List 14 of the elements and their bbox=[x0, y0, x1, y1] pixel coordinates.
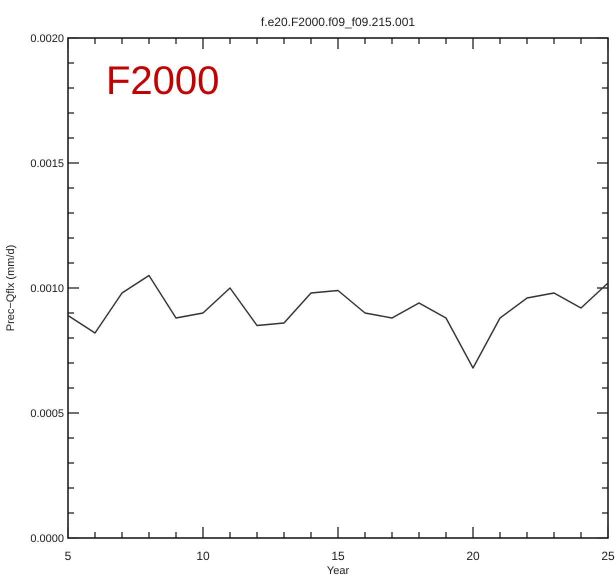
y-axis-title: Prec−Qflx (mm/d) bbox=[5, 244, 17, 332]
x-tick-label: 15 bbox=[331, 549, 345, 563]
x-tick-label: 5 bbox=[64, 549, 72, 563]
y-tick-label: 0.0015 bbox=[30, 158, 64, 170]
y-tick-label: 0.0005 bbox=[30, 408, 64, 420]
x-axis-title: Year bbox=[326, 565, 350, 575]
chart-title: f.e20.F2000.f09_f09.215.001 bbox=[260, 15, 416, 29]
y-tick-label: 0.0020 bbox=[30, 33, 64, 45]
x-tick-label: 20 bbox=[466, 549, 480, 563]
annotation: F2000 bbox=[106, 59, 220, 103]
x-tick-label: 10 bbox=[196, 549, 210, 563]
y-tick-label: 0.0000 bbox=[30, 533, 64, 545]
x-tick-label: 25 bbox=[601, 549, 615, 563]
y-tick-label: 0.0010 bbox=[30, 283, 64, 295]
